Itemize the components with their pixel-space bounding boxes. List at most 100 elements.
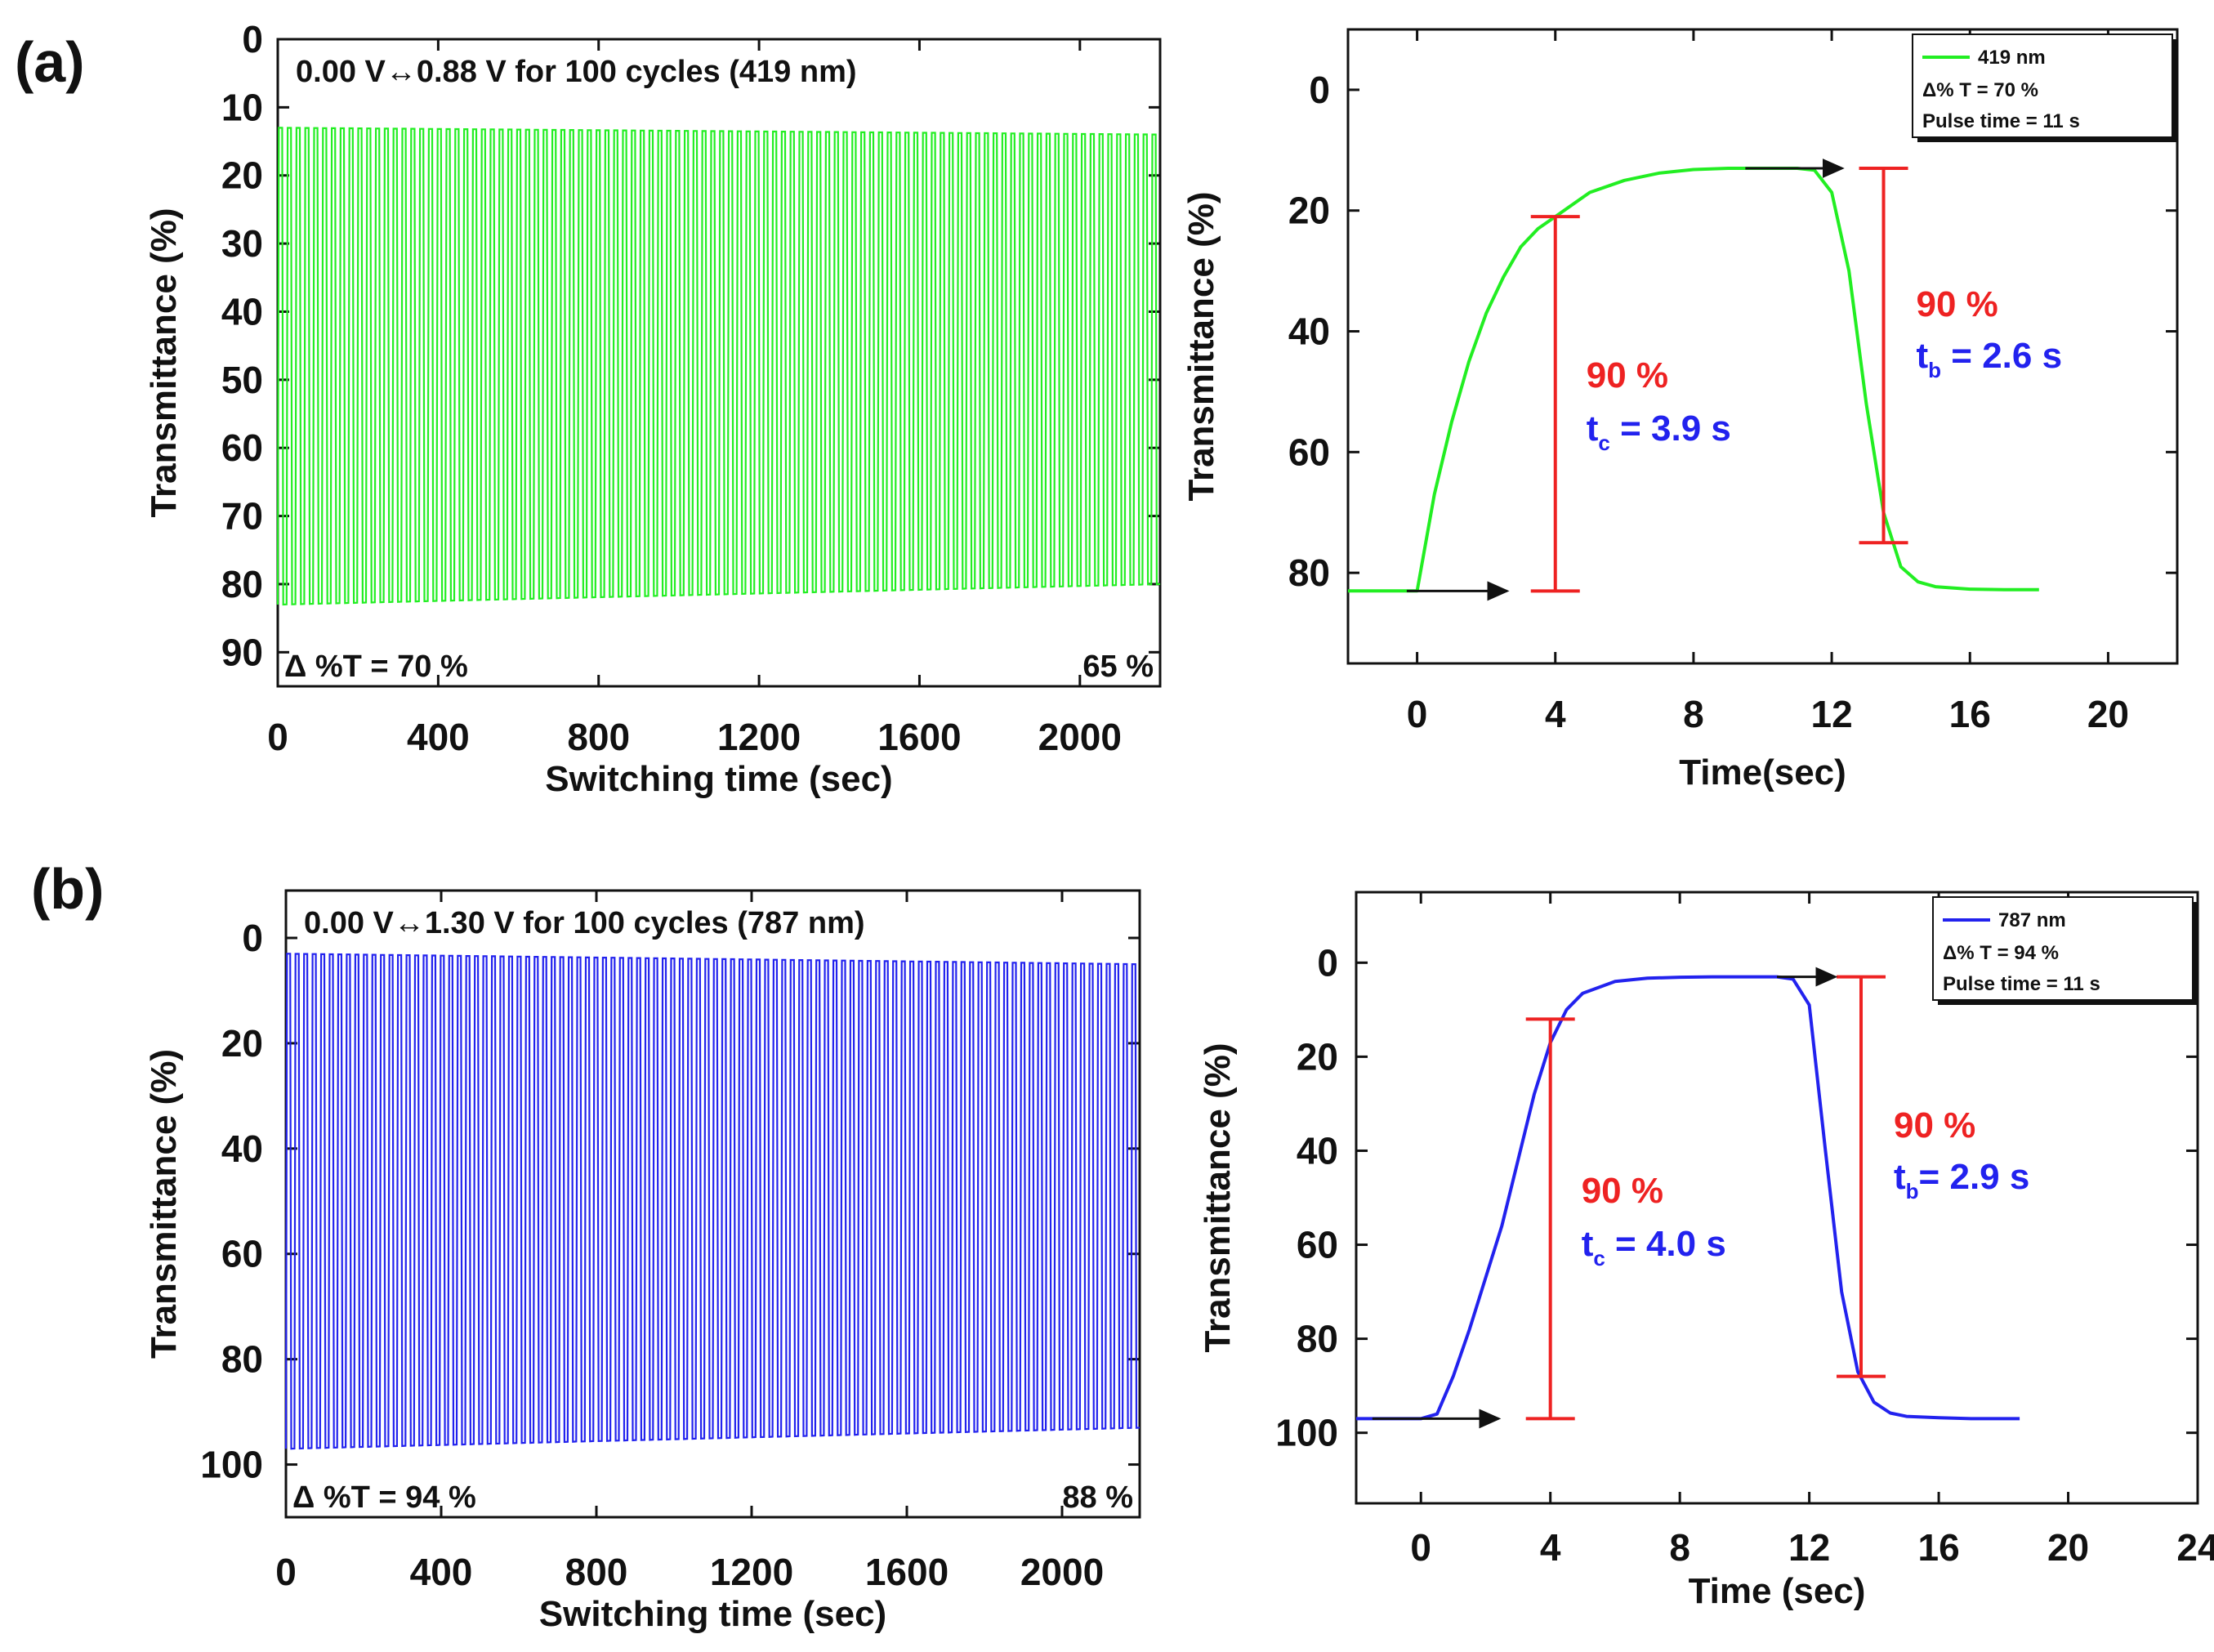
a-response-plot-frame: [1346, 28, 2179, 665]
a-cycles-y-tick-label: 80: [221, 563, 263, 605]
b-cycles-delta-t-end: 88 %: [1062, 1480, 1133, 1515]
a-response-bleaching-time-label: tb = 2.6 s: [1917, 336, 2063, 382]
b-response-bleaching-time-label: tb= 2.9 s: [1894, 1157, 2029, 1203]
b-cycles-y-tick-label: 40: [221, 1127, 263, 1170]
a-cycles-y-tick-label: 90: [221, 631, 263, 673]
b-response-legend-entry-delta-t: Δ% T = 94 %: [1943, 942, 2059, 964]
b-cycles-x-tick-label: 1600: [865, 1551, 949, 1593]
b-cycles-series-line: [284, 953, 1140, 1450]
b-cycles-y-tick-label: 100: [200, 1444, 263, 1486]
a-response-bleaching-time-subscript: b: [1928, 358, 1941, 382]
b-response-y-tick-label: 20: [1297, 1035, 1338, 1078]
b-response-series-line: [1356, 975, 2020, 1421]
b-response-y-axis-title: Transmittance (%): [1198, 1043, 1238, 1353]
b-response-bleaching-percent: 90 %: [1894, 1105, 1975, 1145]
b-response-bleaching-time-subscript: b: [1906, 1179, 1919, 1203]
a-response-x-tick-label: 12: [1810, 693, 1852, 735]
b-response-legend-entry-wavelength: 787 nm: [1998, 909, 2066, 931]
a-response-legend-box: [1912, 33, 2173, 138]
a-cycles-x-tick-label: 0: [267, 716, 288, 758]
a-cycles-y-tick-label: 20: [221, 154, 263, 197]
a-response-x-tick-label: 4: [1545, 693, 1566, 735]
b-response-coloring-time-symbol: t: [1582, 1224, 1594, 1264]
b-cycles-x-tick-label: 1200: [710, 1551, 793, 1593]
a-response-coloring-time-symbol: t: [1587, 409, 1599, 449]
b-response-x-tick-label: 12: [1788, 1526, 1830, 1569]
b-response-y-tick-label: 80: [1297, 1318, 1338, 1360]
a-response-y-tick-label: 20: [1288, 190, 1330, 232]
b-response-x-tick-label: 16: [1917, 1526, 1959, 1569]
a-cycles-top-annotation: 0.00 V↔0.88 V for 100 cycles (419 nm): [296, 55, 857, 89]
b-response-legend-box: [1932, 896, 2194, 1001]
a-cycles-y-tick-label: 70: [221, 495, 263, 538]
b-response-x-tick-label: 24: [2176, 1526, 2214, 1569]
b-cycles-y-tick-label: 20: [221, 1022, 263, 1065]
b-response-coloring-percent: 90 %: [1582, 1171, 1663, 1211]
a-response-bleaching-time-value: = 2.6 s: [1941, 336, 2062, 376]
a-response-y-tick-label: 40: [1288, 310, 1330, 353]
b-cycles-x-tick-label: 800: [565, 1551, 628, 1593]
a-cycles-x-tick-label: 800: [567, 716, 630, 758]
b-response-bleaching-time-value: = 2.9 s: [1919, 1157, 2030, 1197]
a-response-x-tick-label: 20: [2087, 693, 2129, 735]
a-cycles-y-tick-label: 40: [221, 290, 263, 333]
a-cycles-x-tick-label: 1200: [717, 716, 801, 758]
a-cycles-y-axis-title: Transmittance (%): [144, 208, 184, 518]
a-response-x-tick-label: 16: [1949, 693, 1991, 735]
chart-a-cycles: 0 400 800 1200 1600 2000 0 10 20 30 40 50 60 70 80 90 Sw…: [144, 18, 1162, 799]
b-response-x-axis-title: Time (sec): [1689, 1571, 1866, 1611]
a-response-x-tick-label: 0: [1407, 693, 1428, 735]
b-cycles-top-annotation: 0.00 V↔1.30 V for 100 cycles (787 nm): [304, 906, 865, 940]
b-response-y-tick-label: 0: [1317, 941, 1338, 984]
b-response-x-tick-label: 0: [1410, 1526, 1431, 1569]
a-response-coloring-time-label: tc = 3.9 s: [1587, 409, 1731, 455]
b-response-coloring-time-value: = 4.0 s: [1605, 1224, 1726, 1264]
b-response-y-tick-label: 100: [1275, 1412, 1338, 1454]
a-cycles-y-tick-label: 30: [221, 222, 263, 265]
a-response-x-tick-label: 8: [1683, 693, 1704, 735]
a-cycles-y-tick-label: 60: [221, 426, 263, 469]
a-cycles-y-tick-label: 50: [221, 359, 263, 401]
a-response-y-tick-label: 0: [1309, 69, 1330, 111]
a-response-legend-entry-wavelength: 419 nm: [1978, 47, 2046, 69]
a-cycles-x-tick-label: 1600: [877, 716, 961, 758]
a-response-coloring-time-value: = 3.9 s: [1610, 409, 1731, 449]
a-cycles-x-axis-title: Switching time (sec): [545, 759, 892, 799]
b-response-y-tick-label: 60: [1297, 1224, 1338, 1266]
a-response-y-tick-label: 80: [1288, 551, 1330, 594]
a-cycles-x-tick-label: 2000: [1038, 716, 1122, 758]
a-response-y-axis-title: Transmittance (%): [1181, 192, 1221, 502]
a-cycles-series-line: [276, 127, 1161, 606]
a-response-legend-entry-delta-t: Δ% T = 70 %: [1922, 79, 2038, 101]
a-response-bleaching-percent: 90 %: [1917, 284, 1998, 324]
b-cycles-x-tick-label: 400: [410, 1551, 473, 1593]
chart-b-response: 0 4 8 12 16 20 24 0 20 40 60 80 100 Time (sec) Transmi…: [1198, 891, 2214, 1611]
b-response-x-tick-label: 8: [1669, 1526, 1690, 1569]
b-response-bleaching-time-symbol: t: [1894, 1157, 1906, 1197]
a-response-coloring-percent: 90 %: [1587, 355, 1668, 395]
a-cycles-y-tick-label: 0: [242, 18, 263, 60]
a-response-y-tick-label: 60: [1288, 431, 1330, 473]
b-cycles-delta-t-start: Δ %T = 94 %: [292, 1480, 476, 1515]
b-cycles-y-tick-label: 80: [221, 1338, 263, 1381]
a-cycles-delta-t-end: 65 %: [1082, 650, 1154, 684]
panel-label-b: (b): [31, 857, 104, 921]
a-response-bleaching-time-symbol: t: [1917, 336, 1929, 376]
b-cycles-x-tick-label: 2000: [1020, 1551, 1104, 1593]
b-response-x-tick-label: 4: [1540, 1526, 1561, 1569]
b-response-legend-entry-pulse-time: Pulse time = 11 s: [1943, 973, 2100, 995]
chart-b-cycles: 0 400 800 1200 1600 2000 0 20 40 60 80 100 Switching…: [144, 889, 1141, 1634]
b-response-x-tick-label: 20: [2047, 1526, 2089, 1569]
b-cycles-x-axis-title: Switching time (sec): [539, 1594, 886, 1634]
b-cycles-y-tick-label: 60: [221, 1233, 263, 1275]
a-cycles-y-tick-label: 10: [221, 86, 263, 128]
b-response-coloring-time-label: tc = 4.0 s: [1582, 1224, 1726, 1270]
chart-a-response: 0 4 8 12 16 20 0 20 40 60 80 Time(sec) Transmittance…: [1181, 28, 2179, 793]
b-response-plot-frame: [1355, 891, 2199, 1505]
a-response-x-axis-title: Time(sec): [1679, 752, 1846, 793]
b-response-y-tick-label: 40: [1297, 1129, 1338, 1172]
a-response-series-line: [1348, 167, 2039, 593]
panel-label-a: (a): [15, 30, 85, 94]
b-cycles-y-axis-title: Transmittance (%): [144, 1049, 184, 1359]
